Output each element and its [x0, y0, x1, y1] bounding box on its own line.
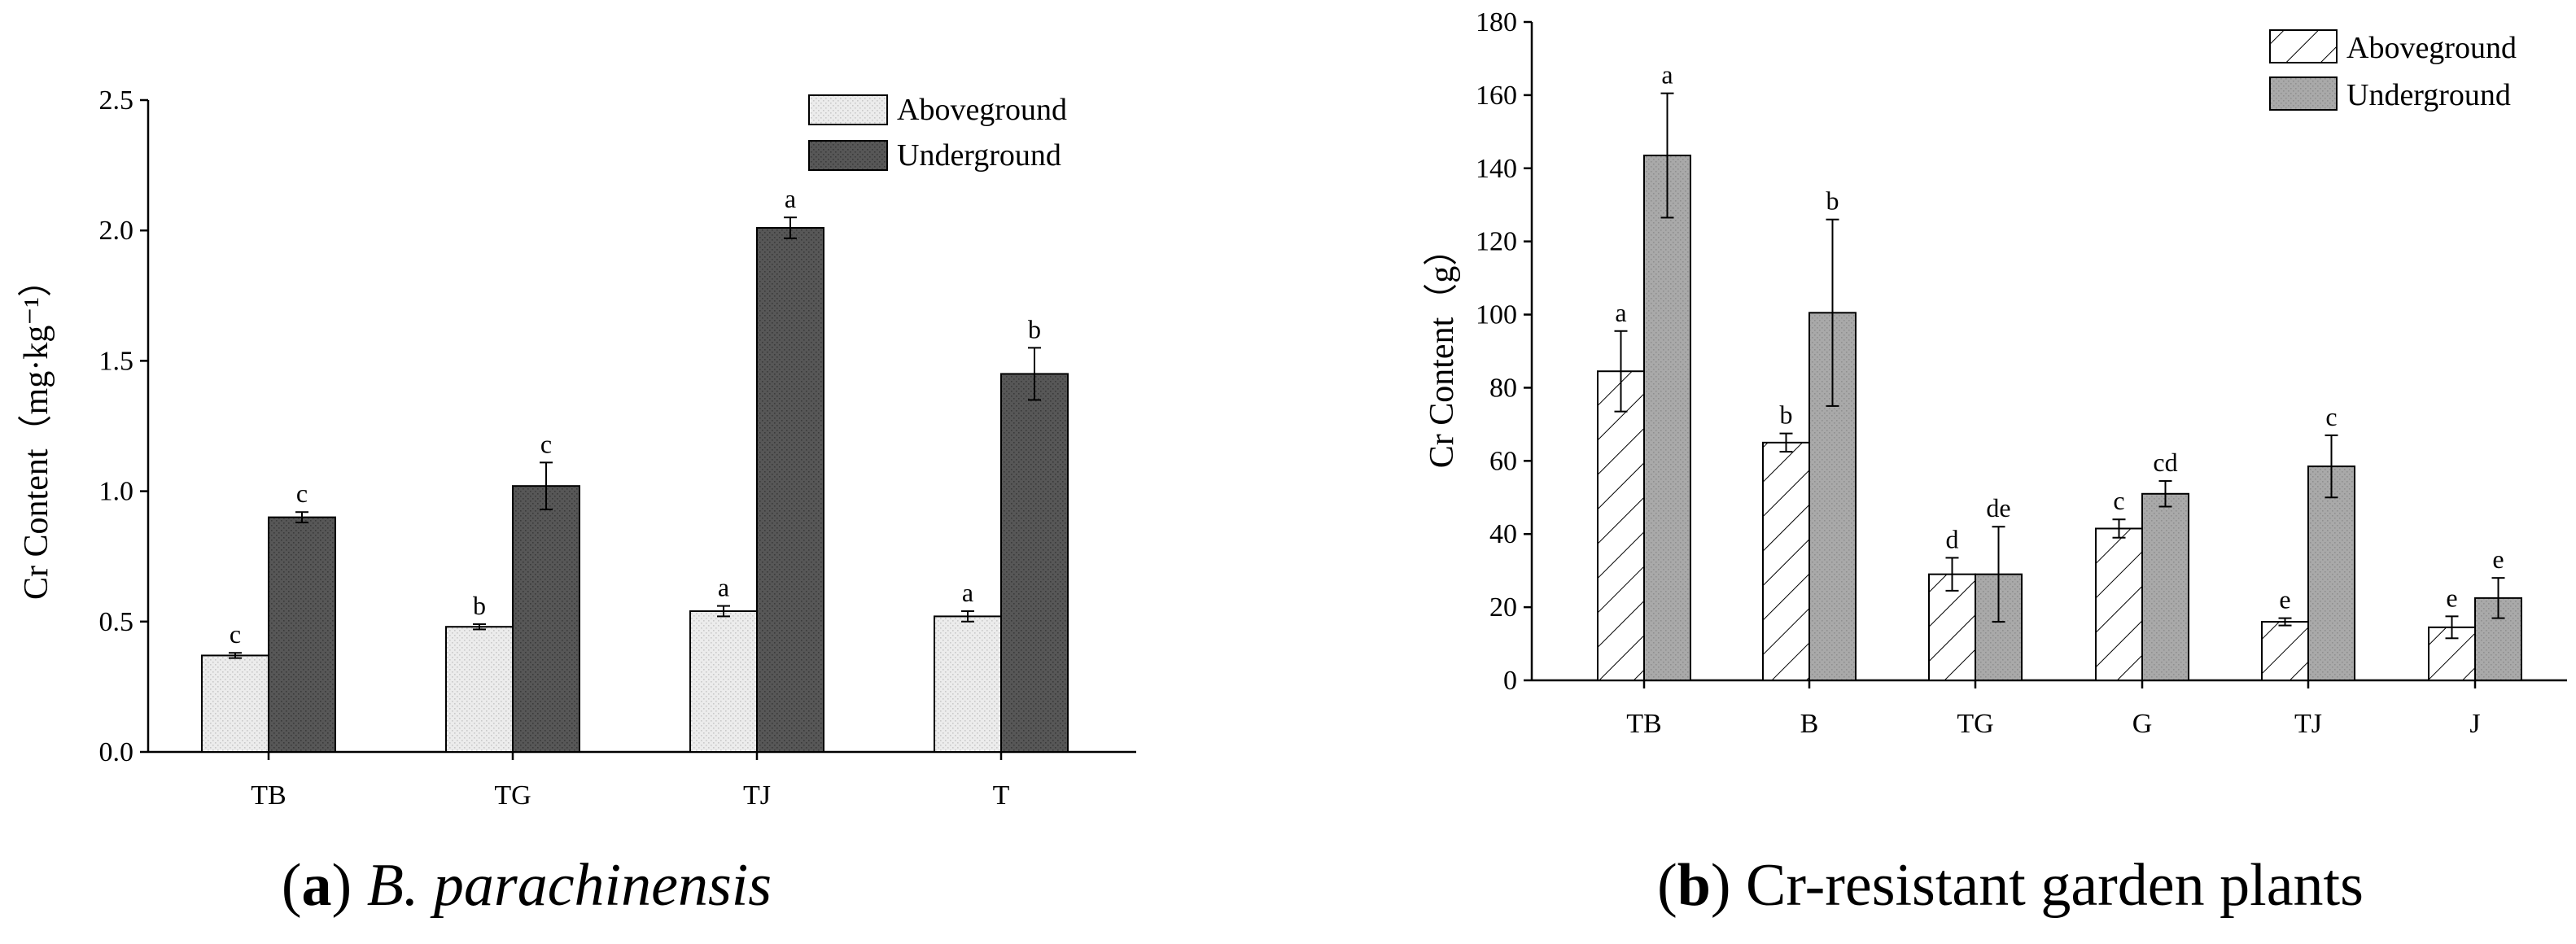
bar [2141, 492, 2189, 681]
x-tick-label: J [2469, 709, 2480, 739]
bar [2095, 527, 2143, 681]
bar [1643, 155, 1691, 681]
y-tick-label: 80 [1489, 373, 1517, 403]
bar [689, 610, 758, 754]
legend-label: Aboveground [897, 93, 1067, 127]
bar [201, 654, 269, 754]
bar [934, 615, 1002, 754]
x-tick-label: TJ [2294, 709, 2322, 739]
chart-panel-b: 0 20 40 60 80 100 120 140 160 180 TB B TG G TJ J a b d c e e… [1424, 7, 2567, 919]
y-tick-label: 100 [1476, 300, 1517, 330]
legend-swatch [808, 94, 888, 125]
significance-letter: e [2279, 585, 2290, 614]
legend-label: Underground [2346, 78, 2511, 112]
y-axis-label-b: Cr Content（g） [1424, 232, 1461, 469]
bar [1928, 573, 1976, 682]
x-tick-label: TB [1626, 709, 1661, 739]
bars-a: c b a a c c a b [201, 184, 1069, 754]
y-axis-label-a: Cr Content（mg·kg⁻¹） [18, 263, 55, 600]
significance-letter: de [1986, 493, 2010, 522]
caption-b-label: b [1677, 852, 1711, 919]
y-tick-label: 180 [1476, 7, 1517, 37]
x-tick-label: B [1800, 709, 1819, 739]
significance-letter: c [230, 619, 241, 649]
caption-b-title: Cr-resistant garden plants [1746, 852, 2364, 919]
significance-letter: d [1946, 524, 1959, 553]
significance-letter: b [473, 591, 486, 620]
legend-label: Aboveground [2346, 31, 2517, 65]
y-tick-label: 160 [1476, 81, 1517, 111]
y-tick-label: 0.5 [99, 607, 134, 637]
axes-b: 0 20 40 60 80 100 120 140 160 180 TB B TG G TJ J [1476, 7, 2567, 739]
significance-letter: b [1780, 400, 1793, 430]
significance-letter: a [1661, 60, 1673, 90]
y-tick-label: 60 [1489, 446, 1517, 476]
legend-b: Aboveground Underground [2269, 29, 2517, 112]
y-tick-label: 140 [1476, 154, 1517, 184]
x-tick-label: TJ [743, 780, 771, 811]
caption-a: (a) B. parachinensis [282, 852, 772, 919]
significance-letter: b [1826, 186, 1839, 216]
bar [1762, 441, 1810, 681]
significance-letter: c [2113, 486, 2124, 515]
significance-letter: cd [2153, 448, 2177, 477]
significance-letter: c [540, 429, 552, 458]
caption-a-label: a [302, 852, 332, 919]
bar [2261, 621, 2309, 681]
bar [1000, 373, 1069, 753]
y-tick-label: 0 [1503, 666, 1517, 696]
x-tick-label: TG [1957, 709, 1993, 739]
x-tick-label: T [993, 780, 1010, 811]
legend-label: Underground [897, 138, 1061, 173]
legend-swatch [2269, 29, 2338, 63]
caption-b: (b) Cr-resistant garden plants [1657, 852, 2364, 919]
bar [512, 485, 580, 754]
significance-letter: b [1028, 314, 1041, 343]
legend-swatch [2269, 76, 2338, 111]
y-tick-label: 0.0 [99, 737, 134, 767]
significance-letter: c [2325, 402, 2337, 431]
x-tick-label: TB [251, 780, 286, 811]
bar [1597, 370, 1645, 681]
bar [268, 516, 336, 753]
significance-letter: e [2446, 583, 2457, 612]
bar [445, 626, 514, 754]
significance-letter: a [962, 578, 973, 607]
y-tick-label: 40 [1489, 519, 1517, 549]
significance-letter: c [296, 479, 308, 508]
y-tick-label: 1.5 [99, 346, 134, 376]
significance-letter: a [785, 184, 796, 213]
y-tick-label: 1.0 [99, 477, 134, 507]
bar [2307, 465, 2355, 681]
y-tick-label: 20 [1489, 592, 1517, 623]
y-tick-label: 2.5 [99, 85, 134, 116]
caption-a-title: B. parachinensis [367, 852, 772, 919]
bar [756, 226, 824, 754]
chart-panel-a: 0.0 0.5 1.0 1.5 2.0 2.5 TB TG TJ T c b a a c c a b Above… [18, 85, 1136, 919]
legend-swatch [808, 140, 888, 171]
axes-a: 0.0 0.5 1.0 1.5 2.0 2.5 TB TG TJ T [99, 85, 1136, 811]
x-tick-label: TG [494, 780, 531, 811]
y-tick-label: 120 [1476, 227, 1517, 257]
x-tick-label: G [2132, 709, 2153, 739]
significance-letter: a [1615, 298, 1626, 327]
y-tick-label: 2.0 [99, 216, 134, 246]
legend-a: Aboveground Underground [808, 93, 1067, 173]
significance-letter: e [2492, 544, 2504, 574]
significance-letter: a [718, 573, 729, 602]
